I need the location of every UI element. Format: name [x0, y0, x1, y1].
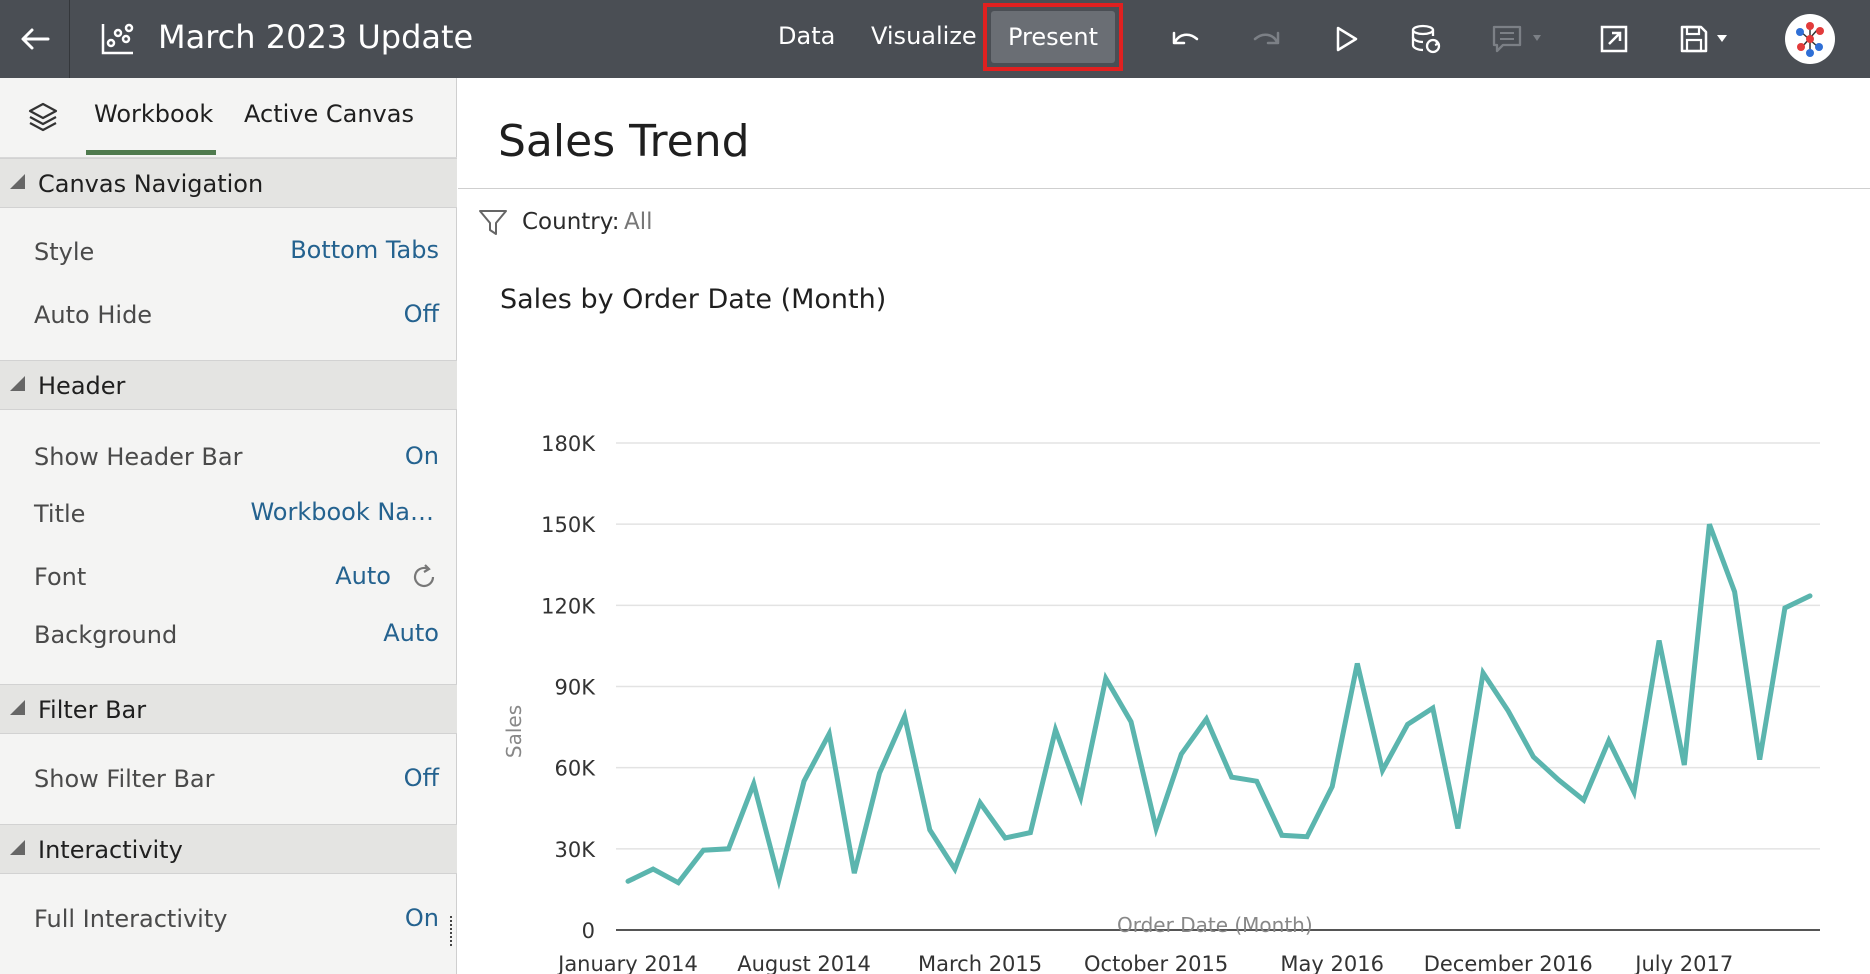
title-divider — [458, 188, 1870, 189]
collapse-triangle-icon — [10, 840, 25, 855]
x-axis-title: Order Date (Month) — [1117, 913, 1313, 937]
background-label: Background — [34, 621, 178, 649]
workbook-icon — [101, 23, 134, 55]
section-filter-bar[interactable]: Filter Bar — [0, 684, 457, 734]
full-interactivity-value[interactable]: On — [404, 904, 439, 932]
x-tick-label: October 2015 — [1084, 952, 1228, 974]
collapse-triangle-icon — [10, 174, 25, 189]
auto-hide-value[interactable]: Off — [403, 300, 439, 328]
x-tick-label: March 2015 — [918, 952, 1042, 974]
user-avatar-icon — [1796, 22, 1824, 57]
y-tick-label: 30K — [555, 838, 597, 862]
section-interactivity[interactable]: Interactivity — [0, 824, 457, 874]
export-button[interactable] — [1595, 20, 1633, 58]
back-arrow-icon — [21, 28, 49, 50]
title-label: Title — [34, 500, 86, 528]
section-label: Canvas Navigation — [38, 170, 264, 198]
full-interactivity-label: Full Interactivity — [34, 905, 228, 933]
active-tab-indicator — [86, 150, 216, 155]
section-label: Filter Bar — [38, 696, 147, 724]
filter-country-value[interactable]: All — [624, 209, 653, 235]
x-tick-label: May 2016 — [1280, 952, 1384, 974]
font-label: Font — [34, 563, 87, 591]
present-highlight-box — [983, 3, 1123, 71]
reset-icon[interactable] — [410, 563, 438, 591]
y-tick-label: 90K — [555, 676, 597, 700]
x-tick-label: July 2017 — [1633, 952, 1733, 974]
refresh-data-icon — [1411, 24, 1441, 54]
series-line-sales — [625, 523, 1813, 890]
canvas-area: Sales Trend Country: All Sales by Order … — [458, 78, 1870, 974]
show-filter-bar-label: Show Filter Bar — [34, 765, 215, 793]
y-tick-label: 0 — [582, 919, 595, 943]
style-value[interactable]: Bottom Tabs — [290, 236, 439, 264]
resize-handle-icon[interactable] — [448, 916, 454, 946]
nav-present-tab[interactable]: Present — [991, 11, 1115, 63]
panel-tabs: Workbook Active Canvas — [0, 78, 457, 158]
show-filter-bar-value[interactable]: Off — [403, 764, 439, 792]
y-tick-label: 150K — [541, 513, 596, 537]
tab-active-canvas[interactable]: Active Canvas — [244, 100, 414, 128]
collapse-triangle-icon — [10, 376, 25, 391]
y-axis-title: Sales — [502, 705, 526, 758]
top-toolbar: March 2023 Update Data Visualize Present — [0, 0, 1870, 78]
save-button[interactable] — [1675, 20, 1745, 58]
refresh-data-button[interactable] — [1407, 20, 1445, 58]
run-button[interactable] — [1327, 20, 1365, 58]
chart-title: Sales by Order Date (Month) — [500, 284, 887, 315]
style-label: Style — [34, 238, 95, 266]
auto-hide-label: Auto Hide — [34, 301, 153, 329]
redo-button[interactable] — [1247, 20, 1285, 58]
redo-icon — [1253, 31, 1280, 45]
comment-button[interactable] — [1487, 20, 1557, 58]
y-tick-label: 120K — [541, 594, 596, 618]
export-icon — [1600, 25, 1628, 53]
x-tick-label: August 2014 — [737, 952, 871, 974]
x-tick-label: January 2014 — [556, 952, 698, 974]
nav-visualize-tab[interactable]: Visualize — [871, 22, 977, 50]
show-header-bar-value[interactable]: On — [404, 442, 439, 470]
save-icon — [1680, 25, 1727, 53]
undo-icon — [1172, 31, 1199, 45]
y-tick-label: 180K — [541, 432, 596, 456]
section-label: Header — [38, 372, 126, 400]
title-value[interactable]: Workbook Na… — [250, 498, 434, 526]
workbook-title: March 2023 Update — [158, 18, 474, 56]
comment-icon — [1492, 25, 1541, 53]
properties-panel: Workbook Active Canvas Canvas Navigation… — [0, 78, 457, 974]
font-value[interactable]: Auto — [335, 562, 391, 590]
tab-workbook[interactable]: Workbook — [94, 100, 214, 128]
section-header[interactable]: Header — [0, 360, 457, 410]
user-avatar[interactable] — [1785, 14, 1835, 64]
collapse-triangle-icon — [10, 700, 25, 715]
layers-icon[interactable] — [26, 100, 60, 134]
section-label: Interactivity — [38, 836, 183, 864]
y-tick-label: 60K — [555, 757, 597, 781]
sales-line-chart[interactable]: 0 30K 60K 90K 120K 150K 180K January 2014 August… — [458, 328, 1870, 974]
play-icon — [1336, 26, 1358, 52]
section-canvas-navigation[interactable]: Canvas Navigation — [0, 158, 457, 208]
filter-icon[interactable] — [478, 208, 508, 238]
nav-data-tab[interactable]: Data — [778, 22, 836, 50]
filter-country-label[interactable]: Country: — [522, 209, 620, 235]
background-value[interactable]: Auto — [383, 619, 439, 647]
show-header-bar-label: Show Header Bar — [34, 443, 243, 471]
x-tick-label: December 2016 — [1424, 952, 1593, 974]
back-button[interactable] — [0, 0, 70, 78]
page-title: Sales Trend — [498, 116, 750, 167]
undo-button[interactable] — [1167, 20, 1205, 58]
